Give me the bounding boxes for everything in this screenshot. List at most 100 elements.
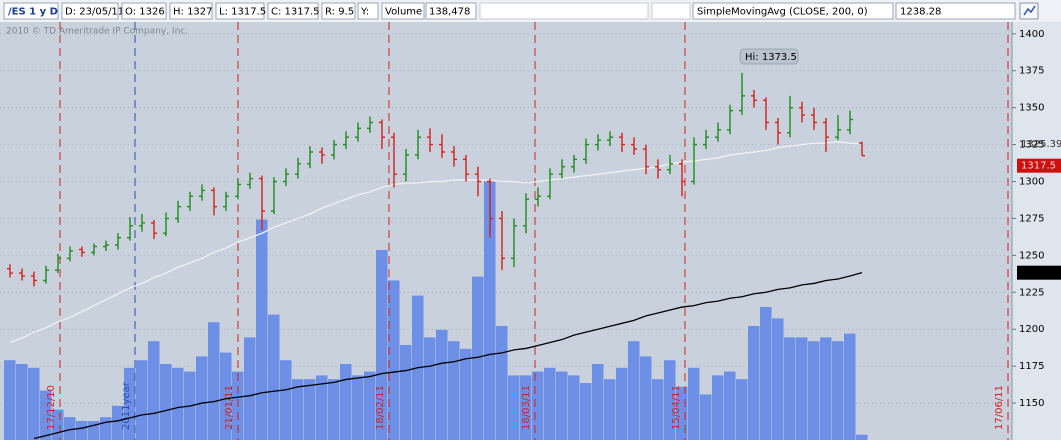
header-field-box [267, 2, 319, 20]
volume-bar [736, 379, 748, 440]
volume-bar [568, 375, 580, 440]
header-field-box [381, 2, 425, 20]
volume-bar [148, 341, 160, 440]
header-field: O: 1326 [125, 7, 165, 18]
volume-bar [700, 394, 712, 440]
y-tick-label: 1175 [1019, 361, 1044, 372]
header-field-box [425, 2, 477, 20]
volume-bar [496, 326, 508, 440]
volume-bar [628, 341, 640, 440]
moving-average-line [9, 140, 863, 344]
volume-bar [844, 333, 856, 440]
volume-bar [748, 326, 760, 440]
volume-bar [604, 379, 616, 440]
volume-bar [808, 341, 820, 440]
volume-bar [76, 421, 88, 440]
volume-bar [592, 364, 604, 440]
volume-bar [160, 364, 172, 440]
date-marker-label: 17/06/11 [994, 385, 1005, 430]
date-marker-label: 2011year [121, 381, 132, 430]
volume-bar [244, 337, 256, 440]
symbol-box[interactable] [3, 2, 59, 20]
header-field: 138,478 [429, 7, 470, 18]
empty-field [651, 2, 691, 20]
y-tick-label: 1275 [1019, 213, 1044, 224]
watermark: 2010 © TD Ameritrade IP Company, Inc. [6, 27, 188, 37]
volume-bar [676, 386, 688, 440]
volume-bar [112, 405, 124, 440]
header-field-box [169, 2, 213, 20]
volume-bar [616, 367, 628, 440]
y-tick-label: 1200 [1019, 324, 1044, 335]
volume-bar [580, 383, 592, 440]
volume-bar [100, 417, 112, 440]
study-box[interactable] [692, 2, 894, 20]
sma-value-tag [1017, 265, 1061, 280]
header-field-box [321, 2, 356, 20]
volume-bar [472, 276, 484, 440]
header-field-box [61, 2, 119, 20]
header-field: H: 1327 [173, 7, 213, 18]
date-marker-label: 15/04/11 [671, 385, 682, 430]
moving-average-line [33, 272, 863, 440]
volume-bar [64, 417, 76, 440]
annotation: Hi: 1373.5 [745, 52, 797, 63]
volume-bar [688, 367, 700, 440]
header-field: Y: [360, 7, 369, 18]
axis-bg [1012, 22, 1061, 440]
volume-bar [292, 379, 304, 440]
volume-bar [484, 181, 496, 440]
y-tick-label: 1375 [1019, 66, 1044, 77]
volume-bar [280, 360, 292, 440]
volume-bar [172, 367, 184, 440]
volume-bar [304, 379, 316, 440]
volume-bar [508, 375, 520, 440]
header-field: D: 23/05/11 [65, 7, 124, 18]
date-marker-label: 21/01/11 [224, 385, 235, 430]
volume-bar [208, 322, 220, 440]
header-field-box [215, 2, 265, 20]
volume-bar [652, 379, 664, 440]
volume-bar [556, 371, 568, 440]
header-field: Volume [385, 7, 422, 18]
y-tick-label: 1350 [1019, 103, 1044, 114]
volume-bar [28, 367, 40, 440]
volume-bar [52, 409, 64, 440]
y-tick-label: 1250 [1019, 250, 1044, 261]
volume-bar [856, 434, 868, 440]
volume-bar [424, 337, 436, 440]
volume-bar [88, 421, 100, 440]
volume-bar [460, 348, 472, 440]
header-field-box [121, 2, 167, 20]
volume-bar [772, 318, 784, 440]
volume-bar [448, 341, 460, 440]
volume-bar [40, 390, 52, 440]
volume-bar [364, 371, 376, 440]
overlay-value-label: 1325.39 [1021, 139, 1061, 150]
volume-bar [136, 360, 148, 440]
header-field: L: 1317.5 [219, 7, 266, 18]
volume-bar [196, 356, 208, 440]
volume-bar [268, 314, 280, 440]
volume-bar [256, 219, 268, 440]
study-value: 1238.28 [900, 7, 941, 18]
volume-bar [796, 337, 808, 440]
header-field: R: 9.5 [325, 7, 354, 18]
y-tick-label: 1400 [1019, 29, 1044, 40]
study-name: SimpleMovingAvg (CLOSE, 200, 0) [697, 7, 868, 18]
header-field-box [357, 2, 379, 20]
volume-bar [436, 329, 448, 440]
volume-bar [664, 360, 676, 440]
volume-bar [4, 360, 16, 440]
volume-bar [328, 379, 340, 440]
date-marker-label: 17/12/10 [46, 385, 57, 430]
volume-bar [760, 307, 772, 440]
header-field: C: 1317.5 [271, 7, 320, 18]
volume-bar [340, 364, 352, 440]
y-tick-label: 1225 [1019, 287, 1044, 298]
empty-field [479, 2, 649, 20]
volume-bar [532, 371, 544, 440]
volume-bar [520, 375, 532, 440]
